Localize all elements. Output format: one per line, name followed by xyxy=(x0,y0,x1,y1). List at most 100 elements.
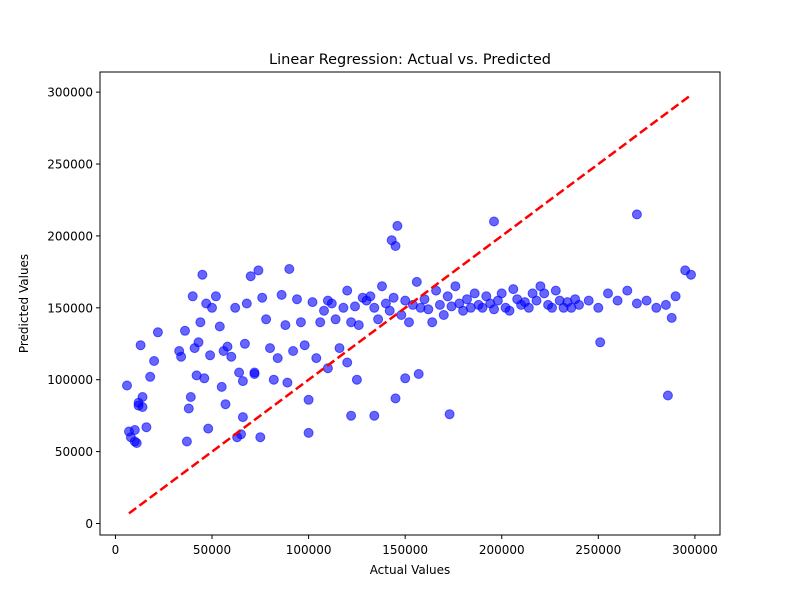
data-point xyxy=(666,312,677,323)
x-tick-label: 0 xyxy=(112,543,120,557)
data-point xyxy=(222,341,233,352)
data-point xyxy=(346,410,357,421)
y-axis-ticks: 0 50000 100000 150000 200000 250000 300000 xyxy=(47,86,100,531)
data-point xyxy=(216,381,227,392)
data-point xyxy=(622,285,633,296)
data-point xyxy=(292,294,302,305)
data-point xyxy=(477,302,488,313)
data-point xyxy=(411,276,422,287)
x-axis-label: Actual Values xyxy=(370,563,451,577)
y-tick-label: 50000 xyxy=(55,445,93,459)
data-point xyxy=(272,353,283,364)
data-point xyxy=(342,285,353,296)
data-point xyxy=(203,423,214,434)
y-tick-label: 250000 xyxy=(47,158,93,172)
data-point xyxy=(377,281,387,292)
data-point xyxy=(386,235,397,246)
data-point xyxy=(193,337,204,348)
data-point xyxy=(239,338,250,349)
data-point xyxy=(686,269,696,280)
data-point xyxy=(641,295,652,306)
x-tick-label: 150000 xyxy=(382,543,428,557)
x-axis-ticks: 0 50000 100000 150000 200000 250000 300000 xyxy=(112,535,718,557)
data-point xyxy=(122,380,132,391)
data-point xyxy=(137,402,148,412)
data-point xyxy=(651,302,662,313)
data-point xyxy=(234,367,245,378)
data-point xyxy=(438,310,449,320)
data-point xyxy=(249,367,260,378)
data-point xyxy=(469,288,480,299)
data-point xyxy=(631,298,642,309)
data-point xyxy=(197,269,208,280)
data-point xyxy=(311,353,322,364)
data-point xyxy=(131,438,142,448)
data-point xyxy=(284,264,295,274)
data-point xyxy=(603,288,613,299)
data-point xyxy=(450,281,461,292)
data-point xyxy=(299,340,310,351)
data-point xyxy=(662,390,673,401)
data-point xyxy=(504,305,515,316)
data-point xyxy=(129,425,140,435)
data-point xyxy=(280,320,291,331)
data-point xyxy=(334,343,345,354)
data-point xyxy=(185,392,196,402)
data-point xyxy=(149,356,160,366)
data-point xyxy=(612,295,623,306)
data-point xyxy=(265,343,275,354)
data-point xyxy=(631,209,642,220)
data-point xyxy=(295,317,306,328)
data-point xyxy=(444,409,455,420)
data-point xyxy=(303,394,314,405)
data-point xyxy=(413,369,424,379)
data-point xyxy=(423,304,434,315)
data-point xyxy=(330,314,341,325)
data-point xyxy=(187,291,198,302)
data-point xyxy=(253,265,264,276)
x-tick-label: 50000 xyxy=(193,543,231,557)
y-tick-label: 150000 xyxy=(47,301,93,315)
data-point xyxy=(369,410,380,421)
data-point xyxy=(319,305,329,316)
data-point xyxy=(176,351,187,362)
data-point xyxy=(353,320,364,331)
data-point xyxy=(207,302,217,313)
data-point xyxy=(181,436,192,447)
data-point xyxy=(338,302,349,313)
data-point xyxy=(531,295,542,306)
data-point xyxy=(442,291,453,302)
data-point xyxy=(400,373,411,384)
data-point xyxy=(508,284,519,295)
data-point xyxy=(365,291,376,302)
data-point xyxy=(583,295,594,306)
data-point xyxy=(427,317,438,328)
y-tick-label: 100000 xyxy=(47,373,93,387)
data-point xyxy=(145,371,156,382)
data-point xyxy=(237,376,248,387)
data-point xyxy=(373,314,384,325)
y-axis-label: Predicted Values xyxy=(17,254,31,353)
data-point xyxy=(237,412,248,423)
data-point xyxy=(350,301,360,312)
x-tick-label: 200000 xyxy=(479,543,525,557)
data-point xyxy=(326,298,337,309)
data-point xyxy=(214,321,225,332)
data-point xyxy=(496,288,507,299)
data-point xyxy=(205,350,216,361)
data-point xyxy=(180,325,190,336)
data-point xyxy=(434,299,445,310)
data-point xyxy=(550,285,561,296)
data-point xyxy=(276,289,287,300)
data-point xyxy=(199,373,210,384)
data-point xyxy=(593,302,604,313)
data-point xyxy=(390,393,401,404)
data-point xyxy=(152,327,163,338)
points-layer xyxy=(122,209,696,448)
data-point xyxy=(230,302,241,313)
data-point xyxy=(183,403,194,414)
data-point xyxy=(670,291,681,302)
data-point xyxy=(660,299,671,310)
x-tick-label: 100000 xyxy=(286,543,332,557)
